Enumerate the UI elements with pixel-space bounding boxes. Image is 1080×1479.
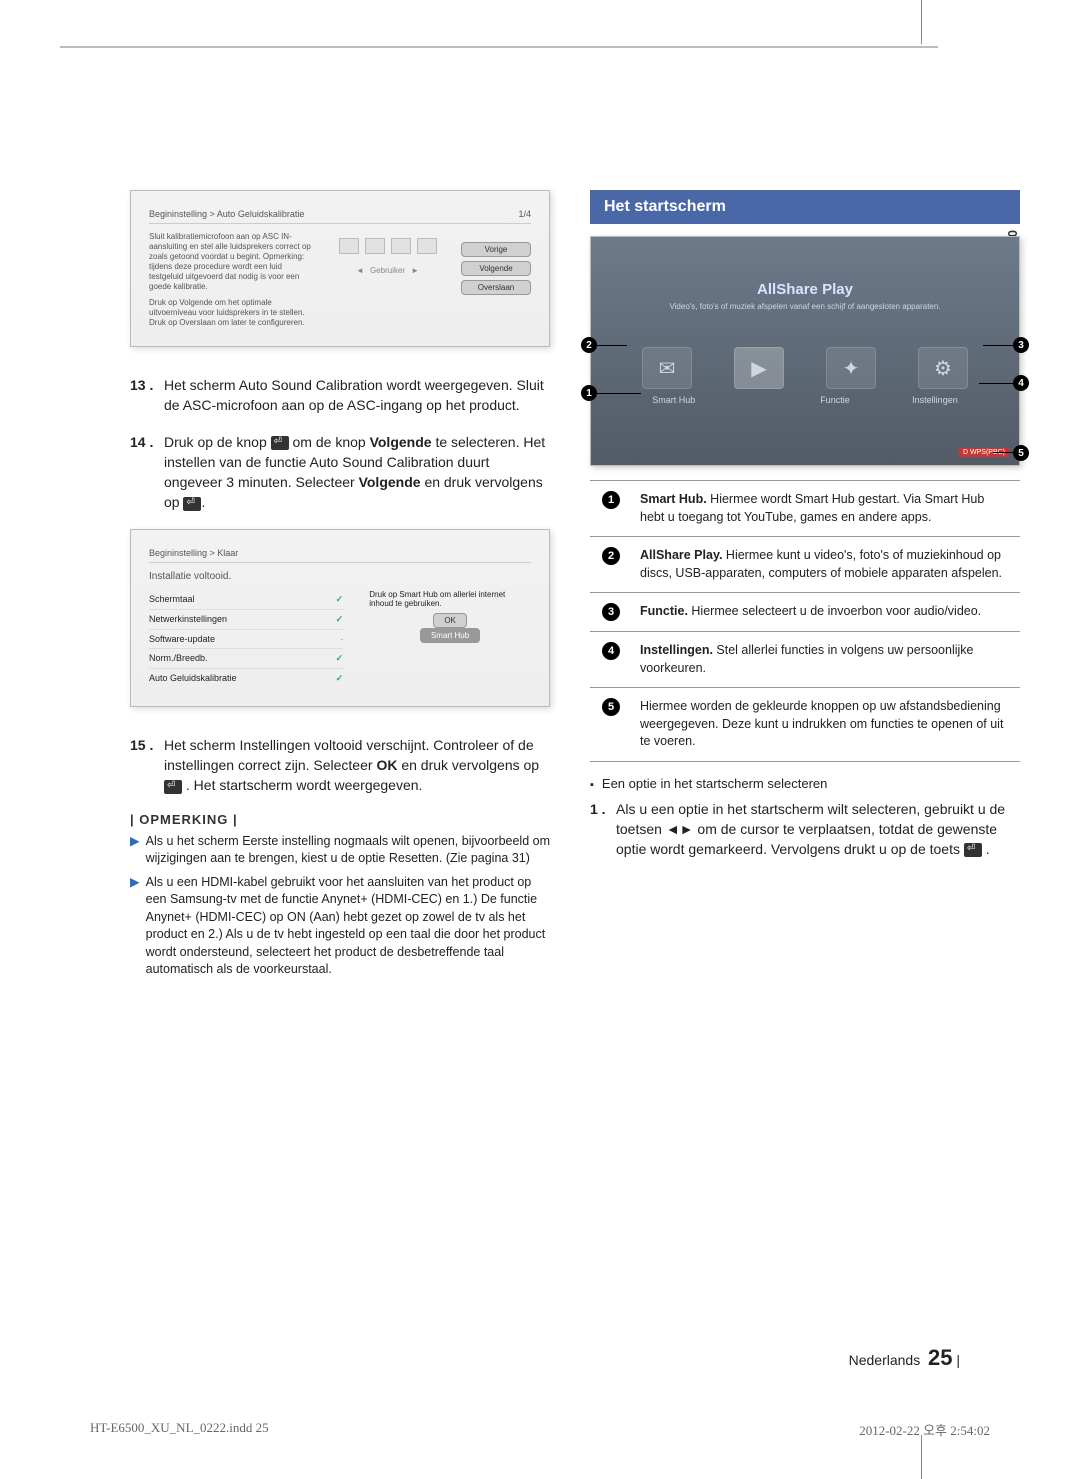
asc-skip-button[interactable]: Overslaan xyxy=(461,280,531,295)
done-row-0: Schermtaal xyxy=(149,594,336,605)
done-screenshot: Begininstelling > Klaar Installatie volt… xyxy=(130,529,550,707)
footer-lang: Nederlands xyxy=(849,1352,921,1368)
note-1: ▶ Als u het scherm Eerste instelling nog… xyxy=(130,833,550,868)
legend-row-1: 1 Smart Hub. Hiermee wordt Smart Hub ges… xyxy=(590,481,1020,537)
print-file: HT-E6500_XU_NL_0222.indd 25 xyxy=(90,1420,269,1439)
step-14: 14 . Druk op de knop om de knop Volgende… xyxy=(130,432,550,513)
function-icon[interactable]: ✦ xyxy=(826,347,876,389)
step-15: 15 . Het scherm Instellingen voltooid ve… xyxy=(130,735,550,796)
callout-1: 1 xyxy=(581,385,597,401)
asc-page-indicator: 1/4 xyxy=(518,209,531,219)
allshare-title: AllShare Play xyxy=(591,237,1019,298)
step-13: 13 . Het scherm Auto Sound Calibration w… xyxy=(130,375,550,416)
legend-row-4: 4 Instellingen. Stel allerlei functies i… xyxy=(590,632,1020,688)
done-row-1: Netwerkinstellingen xyxy=(149,614,336,625)
legend-table: 1 Smart Hub. Hiermee wordt Smart Hub ges… xyxy=(590,480,1020,762)
legend-3-text: Hiermee selecteert u de invoerbon voor a… xyxy=(688,604,981,618)
step-14-b: om de knop xyxy=(293,434,370,450)
enter-icon xyxy=(183,497,201,511)
page-footer: Nederlands 25 | xyxy=(849,1345,960,1371)
step-15-c: . Het startscherm wordt weergegeven. xyxy=(186,777,423,793)
left-column: Begininstelling > Auto Geluidskalibratie… xyxy=(130,190,550,985)
callout-3: 3 xyxy=(1013,337,1029,353)
home-label-0: Smart Hub xyxy=(652,395,695,405)
done-caption: Installatie voltooid. xyxy=(149,571,531,582)
callout-2: 2 xyxy=(581,337,597,353)
section-title: Het startscherm xyxy=(590,190,1020,224)
crop-mark xyxy=(921,1435,922,1479)
legend-5-text: Hiermee worden de gekleurde knoppen op u… xyxy=(640,699,1003,748)
print-mark: HT-E6500_XU_NL_0222.indd 25 2012-02-22 오… xyxy=(0,1420,1080,1439)
done-row-2: Software-update xyxy=(149,634,340,644)
settings-icon[interactable]: ⚙ xyxy=(918,347,968,389)
note-2-text: Als u een HDMI-kabel gebruikt voor het a… xyxy=(146,874,550,979)
asc-body-1: Sluit kalibratiemicrofoon aan op ASC IN-… xyxy=(149,232,314,292)
legend-row-2: 2 AllShare Play. Hiermee kunt u video's,… xyxy=(590,537,1020,593)
footer-page: 25 xyxy=(928,1345,952,1370)
legend-4-title: Instellingen. xyxy=(640,643,713,657)
allshare-sub: Video's, foto's of muziek afspelen vanaf… xyxy=(591,302,1019,311)
home-label-3: Instellingen xyxy=(912,395,958,405)
done-row-3: Norm./Breedb. xyxy=(149,653,336,664)
step-14-a: Druk op de knop xyxy=(164,434,271,450)
step-13-text: Het scherm Auto Sound Calibration wordt … xyxy=(164,375,550,416)
callout-4: 4 xyxy=(1013,375,1029,391)
speaker-diagram xyxy=(324,238,451,254)
step-14-volgende-2: Volgende xyxy=(359,474,421,490)
done-ok-button[interactable]: OK xyxy=(433,613,467,628)
step-r1-a: Als u een optie in het startscherm wilt … xyxy=(616,801,1005,858)
enter-icon xyxy=(271,436,289,450)
legend-1-title: Smart Hub. xyxy=(640,492,707,506)
note-1-text: Als u het scherm Eerste instelling nogma… xyxy=(146,833,550,868)
crop-mark xyxy=(921,0,922,44)
print-timestamp: 2012-02-22 오후 2:54:02 xyxy=(859,1420,990,1439)
callout-5: 5 xyxy=(1013,445,1029,461)
asc-user-label: Gebruiker xyxy=(370,266,405,275)
step-15-ok: OK xyxy=(376,757,397,773)
right-column: Het startscherm AllShare Play Video's, f… xyxy=(590,190,1020,985)
done-row-4: Auto Geluidskalibratie xyxy=(149,673,336,684)
smarthub-icon[interactable]: ✉ xyxy=(642,347,692,389)
asc-next-button[interactable]: Volgende xyxy=(461,261,531,276)
top-rule xyxy=(60,46,938,48)
step-15-b: en druk vervolgens op xyxy=(401,757,539,773)
asc-prev-button[interactable]: Vorige xyxy=(461,242,531,257)
asc-breadcrumb: Begininstelling > Auto Geluidskalibratie xyxy=(149,209,304,219)
note-label: | OPMERKING | xyxy=(130,812,550,827)
done-smarthub-button[interactable]: Smart Hub xyxy=(420,628,480,643)
asc-screenshot: Begininstelling > Auto Geluidskalibratie… xyxy=(130,190,550,347)
home-label-2: Functie xyxy=(820,395,850,405)
legend-2-title: AllShare Play. xyxy=(640,548,722,562)
legend-row-5: 5 Hiermee worden de gekleurde knoppen op… xyxy=(590,688,1020,762)
enter-icon xyxy=(164,780,182,794)
enter-icon xyxy=(964,843,982,857)
legend-row-3: 3 Functie. Hiermee selecteert u de invoe… xyxy=(590,593,1020,632)
step-14-volgende-1: Volgende xyxy=(370,434,432,450)
done-breadcrumb: Begininstelling > Klaar xyxy=(149,548,238,558)
legend-3-title: Functie. xyxy=(640,604,688,618)
note-2: ▶ Als u een HDMI-kabel gebruikt voor het… xyxy=(130,874,550,979)
home-screenshot: AllShare Play Video's, foto's of muziek … xyxy=(590,236,1020,466)
done-help: Druk op Smart Hub om allerlei internet i… xyxy=(369,590,531,608)
step-r1: 1 . Als u een optie in het startscherm w… xyxy=(590,799,1020,860)
step-r1-b: . xyxy=(986,841,990,857)
subsection-bullet: Een optie in het startscherm selecteren xyxy=(590,776,1020,791)
allshare-icon[interactable]: ▶ xyxy=(734,347,784,389)
asc-body-2: Druk op Volgende om het optimale uitvoer… xyxy=(149,298,314,328)
